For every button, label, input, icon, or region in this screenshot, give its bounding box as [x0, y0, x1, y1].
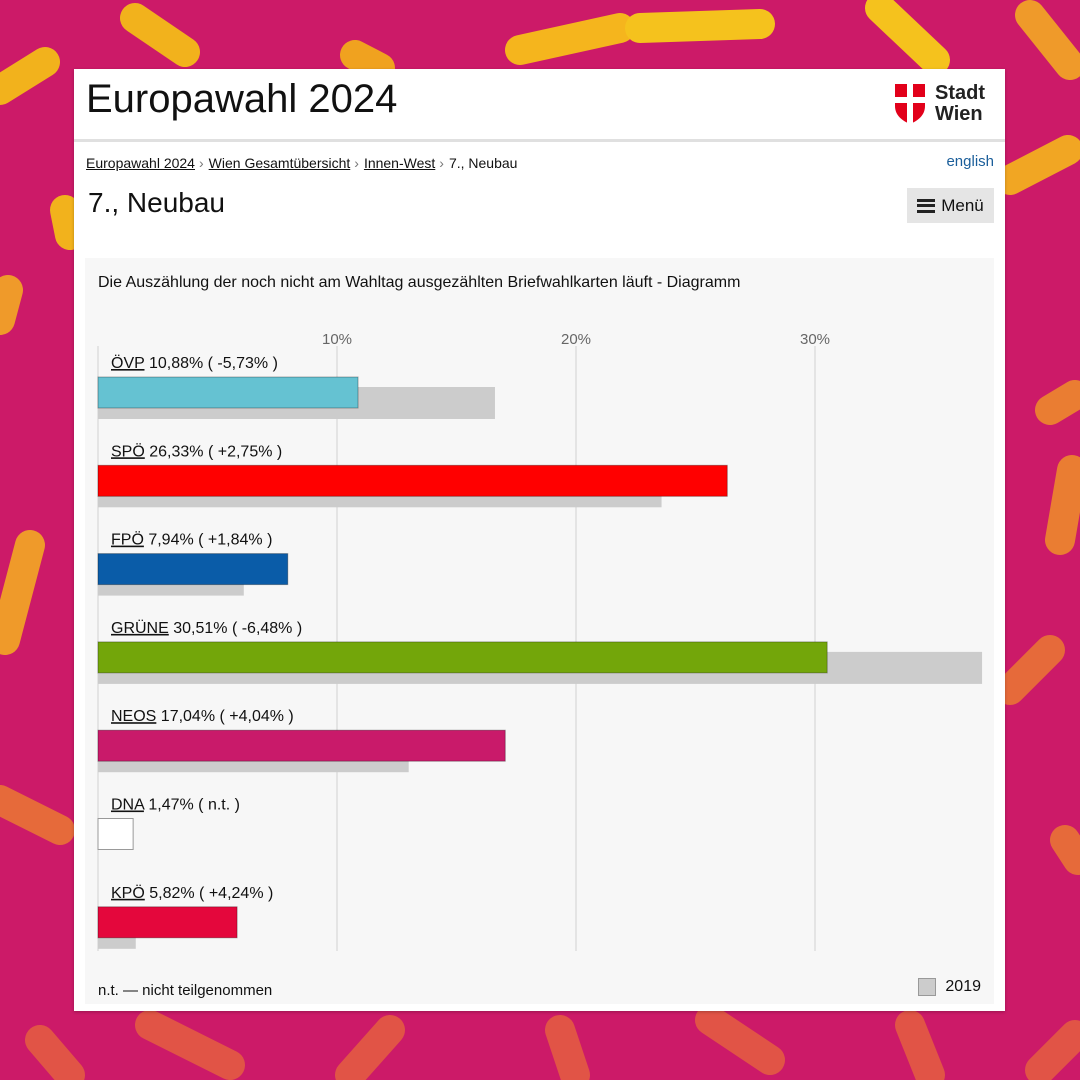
bar-chart: 10% 20% 30% ÖVP 10,88% ( -5,73% ) SPÖ 26,33%… — [97, 331, 983, 951]
menu-label: Menü — [941, 195, 984, 215]
menu-button[interactable]: Menü — [907, 188, 994, 223]
bar-2024 — [97, 464, 728, 497]
chevron-right-icon: › — [354, 155, 359, 171]
bar-2024 — [97, 376, 359, 409]
x-tick-label: 20% — [561, 331, 591, 348]
party-name: GRÜNE — [111, 619, 169, 637]
chart-title: Die Auszählung der noch nicht am Wahltag… — [98, 274, 741, 291]
party-name: NEOS — [111, 708, 156, 725]
data-label: 17,04% ( +4,04% ) — [156, 708, 293, 725]
party-label: FPÖ 7,94% ( +1,84% ) — [111, 531, 272, 549]
bar-2024 — [97, 729, 506, 762]
vienna-shield-icon — [895, 84, 925, 124]
results-card: Europawahl 2024 Stadt Wien Europawahl 20… — [74, 69, 1005, 1011]
party-name: DNA — [111, 797, 145, 814]
bar-2024 — [97, 906, 238, 939]
footnote: n.t. — nicht teilgenommen — [98, 982, 273, 999]
hamburger-icon — [917, 198, 936, 213]
data-label: 26,33% ( +2,75% ) — [145, 443, 282, 460]
breadcrumb: Europawahl 2024 › Wien Gesamtübersicht › Inn… — [86, 155, 517, 171]
party-label: DNA 1,47% ( n.t. ) — [111, 797, 240, 814]
party-name: SPÖ — [111, 442, 145, 460]
data-label: 7,94% ( +1,84% ) — [144, 532, 273, 549]
breadcrumb-current: 7., Neubau — [448, 155, 518, 171]
bar-2024 — [97, 641, 828, 674]
party-label: GRÜNE 30,51% ( -6,48% ) — [111, 619, 302, 637]
data-label: 10,88% ( -5,73% ) — [145, 355, 278, 372]
party-name: ÖVP — [111, 354, 145, 372]
chevron-right-icon: › — [198, 155, 204, 171]
party-label: SPÖ 26,33% ( +2,75% ) — [111, 442, 282, 460]
party-label: ÖVP 10,88% ( -5,73% ) — [111, 354, 278, 372]
party-name: KPÖ — [111, 884, 145, 902]
data-label: 1,47% ( n.t. ) — [144, 797, 240, 814]
bar-2024 — [97, 818, 134, 850]
language-link[interactable]: english — [946, 153, 994, 170]
breadcrumb-link-innen-west[interactable]: Innen-West — [363, 155, 436, 171]
stadt-wien-logo[interactable]: Stadt Wien — [895, 83, 989, 125]
logo-text: Stadt Wien — [935, 82, 985, 125]
chart-panel: Die Auszählung der noch nicht am Wahltag… — [85, 258, 994, 1004]
party-label: KPÖ 5,82% ( +4,24% ) — [111, 884, 273, 902]
site-header: Europawahl 2024 Stadt Wien — [74, 69, 1005, 142]
chart-legend: 2019 — [918, 978, 981, 996]
chevron-right-icon: › — [439, 155, 444, 171]
breadcrumb-link-europawahl[interactable]: Europawahl 2024 — [86, 155, 195, 171]
party-label: NEOS 17,04% ( +4,04% ) — [111, 708, 294, 725]
x-tick-label: 30% — [800, 331, 830, 348]
data-label: 30,51% ( -6,48% ) — [169, 620, 302, 637]
bar-2024 — [97, 553, 289, 586]
data-label: 5,82% ( +4,24% ) — [145, 885, 274, 902]
party-name: FPÖ — [111, 531, 144, 549]
site-title: Europawahl 2024 — [86, 77, 398, 121]
breadcrumb-link-wien[interactable]: Wien Gesamtübersicht — [208, 155, 351, 171]
x-tick-label: 10% — [322, 331, 352, 348]
legend-label-2019: 2019 — [945, 978, 981, 995]
legend-swatch-2019 — [918, 978, 937, 996]
page-title: 7., Neubau — [88, 187, 225, 218]
